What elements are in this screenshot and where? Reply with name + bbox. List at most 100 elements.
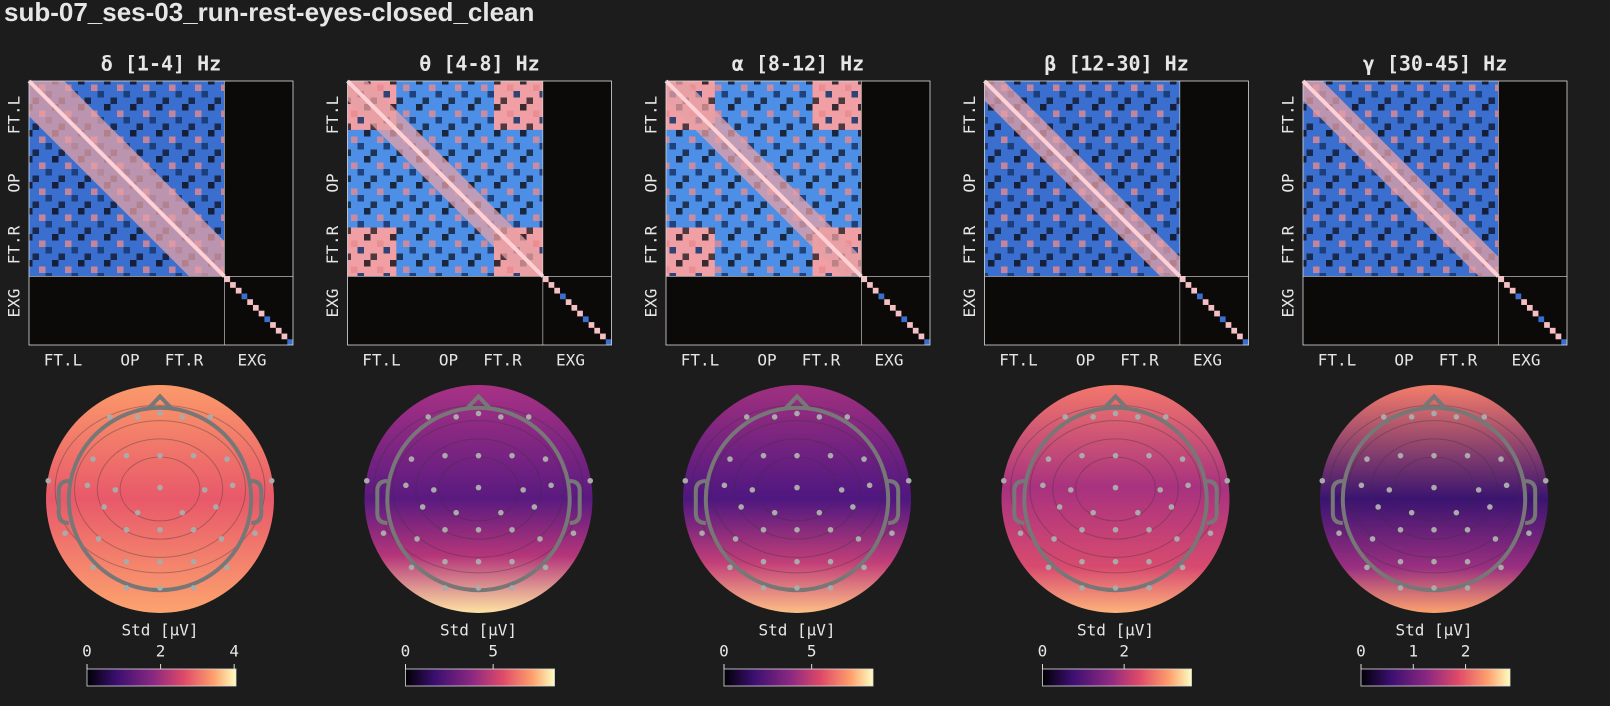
colorbar-tick-label: 2: [1461, 642, 1471, 661]
ear: [375, 479, 388, 525]
sensor: [157, 526, 163, 533]
x-group-label: FT.R: [802, 351, 841, 370]
exg-diag: [270, 322, 276, 328]
sensor: [1056, 504, 1063, 510]
sensor: [1017, 530, 1024, 536]
sensor: [1375, 504, 1381, 510]
sensor: [537, 536, 543, 542]
contour: [392, 420, 565, 558]
sensor: [827, 558, 834, 565]
ear: [251, 479, 264, 525]
sensor: [827, 585, 834, 591]
sensor: [224, 456, 230, 462]
sensor: [1135, 509, 1141, 516]
contour: [1052, 438, 1179, 540]
x-group-label: OP: [757, 351, 776, 370]
colorbar-tick-label: 1: [1408, 642, 1418, 661]
sensor: [498, 414, 504, 420]
exg-diag: [895, 310, 902, 317]
sensor: [268, 477, 275, 484]
y-group-label: FT.R: [1279, 225, 1298, 264]
topomap: [683, 385, 911, 613]
sensor: [1146, 526, 1152, 533]
y-group-label: FT.R: [960, 225, 979, 264]
sensor: [62, 530, 68, 536]
sensor: [1336, 530, 1342, 536]
sensor: [380, 530, 387, 536]
y-group-label: EXG: [323, 289, 342, 318]
sensor: [1090, 414, 1096, 420]
sensor: [90, 456, 96, 462]
nose: [146, 393, 174, 411]
sensor: [721, 482, 728, 489]
sensor: [408, 456, 415, 462]
x-group-label: EXG: [1512, 351, 1541, 370]
sensor: [794, 526, 800, 533]
y-group-label: OP: [1279, 173, 1298, 192]
sensor: [453, 414, 459, 420]
ear: [693, 479, 706, 525]
sensor: [1397, 558, 1404, 565]
x-group-label: FT.L: [1318, 351, 1357, 370]
sensor: [732, 536, 739, 542]
diag: [27, 79, 226, 278]
panel-title: δ [1-4] Hz: [101, 52, 221, 76]
sensor: [570, 530, 577, 536]
exg-diag: [1532, 310, 1539, 317]
y-group-label: OP: [642, 173, 661, 192]
sensor: [442, 526, 448, 533]
sensor: [134, 414, 141, 420]
nose: [1102, 393, 1129, 411]
x-group-label: EXG: [875, 351, 904, 370]
sensor: [1453, 414, 1460, 420]
y-group-label: FT.L: [1279, 96, 1298, 135]
exg-diag: [281, 333, 288, 340]
y-group-label: FT.L: [323, 96, 342, 135]
sensor: [587, 477, 594, 484]
exg-diag: [867, 282, 873, 288]
sensor: [475, 585, 482, 591]
sensor: [727, 456, 733, 462]
sensor: [531, 504, 538, 510]
sensor: [190, 558, 197, 565]
sensor: [794, 410, 800, 417]
sensor: [743, 414, 750, 420]
contour: [1010, 404, 1221, 574]
sensor: [90, 564, 96, 571]
sensor: [157, 410, 163, 417]
sensor: [1112, 410, 1119, 417]
sensor: [363, 477, 370, 484]
sensor: [414, 536, 420, 542]
colorbar-label: Std [μV]: [758, 621, 835, 640]
exg-diag: [582, 316, 589, 323]
sensor: [123, 558, 130, 565]
sensor: [190, 585, 197, 591]
exg-diag: [1509, 287, 1516, 294]
sensor: [1475, 487, 1482, 493]
figure-title: sub-07_ses-03_run-rest-eyes-closed_clean: [4, 0, 534, 27]
sensor: [855, 536, 862, 542]
x-group-label: FT.L: [999, 351, 1038, 370]
exg-diag: [542, 276, 549, 283]
exg-diag: [554, 287, 561, 294]
sensor: [1146, 585, 1152, 591]
colorbar-label: Std [μV]: [440, 621, 517, 640]
exg-diag: [235, 287, 242, 294]
colorbar: [86, 668, 237, 687]
contour: [1328, 404, 1540, 574]
sensor: [1431, 410, 1437, 417]
contour: [415, 438, 542, 540]
sensor: [838, 487, 845, 493]
x-group-label: OP: [439, 351, 458, 370]
sensor: [475, 526, 482, 533]
sensor: [1397, 585, 1404, 591]
sensor: [1431, 452, 1437, 459]
sensor: [861, 456, 867, 462]
sensor: [1358, 482, 1365, 489]
sensor: [123, 585, 130, 591]
sensor: [1431, 484, 1437, 491]
panel-title: α [8-12] Hz: [732, 52, 864, 76]
exg-diag: [1555, 333, 1562, 340]
y-group-label: FT.R: [323, 225, 342, 264]
sensor: [1079, 452, 1085, 459]
